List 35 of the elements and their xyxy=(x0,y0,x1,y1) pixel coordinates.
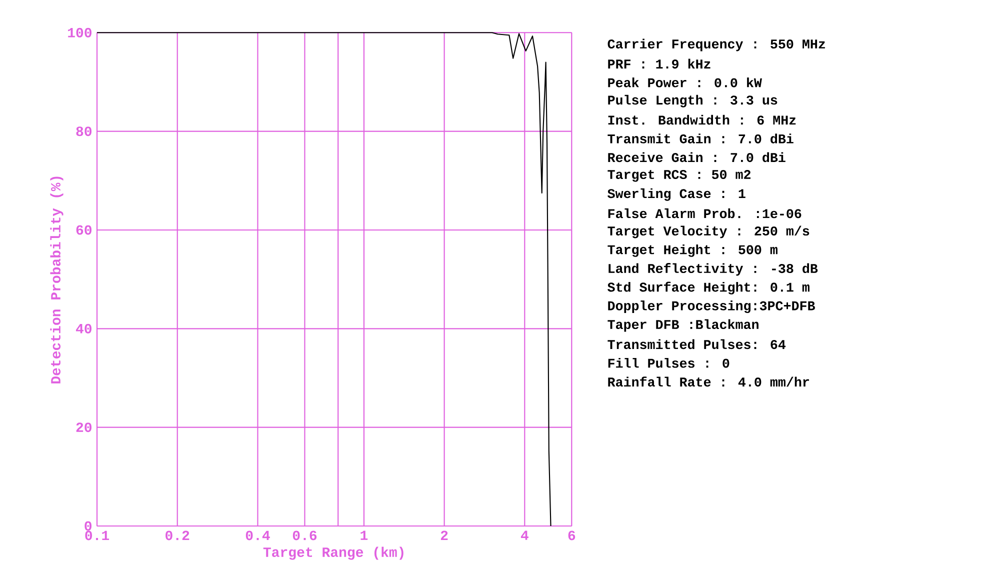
x-tick-label: 0.2 xyxy=(166,530,190,540)
text: Peak Power : 0.0 kW xyxy=(608,77,762,88)
y-tick-label: 100 xyxy=(68,28,92,38)
x-tick-label: 2 xyxy=(440,530,448,540)
y-tick-label: 20 xyxy=(76,422,92,432)
text: Doppler Processing:3PC+DFB xyxy=(608,300,815,314)
y-tick-label: 40 xyxy=(76,324,92,334)
text: Target RCS : 50 m2 xyxy=(608,170,750,182)
text: Receive Gain : 7.0 dBi xyxy=(608,152,786,162)
text: Transmit Gain : 7.0 dBi xyxy=(608,134,794,144)
x-tick-label: 4 xyxy=(520,530,528,540)
text: False Alarm Prob. :1e-06 xyxy=(608,208,802,218)
x-axis-title: Target Range (km) xyxy=(263,546,404,560)
y-tick-label: 60 xyxy=(76,225,92,235)
text: PRF : 1.9 kHz xyxy=(608,58,710,69)
text: Taper DFB :Blackman xyxy=(608,319,758,332)
x-tick-label: 1 xyxy=(360,530,368,540)
text: Rainfall Rate : 4.0 mm/hr xyxy=(608,376,809,387)
text: Carrier Frequency : 550 MHz xyxy=(608,38,825,52)
y-axis-title: Detection Probability (%) xyxy=(50,176,64,384)
text: Transmitted Pulses: 64 xyxy=(608,339,786,350)
text: Pulse Length : 3.3 us xyxy=(608,94,778,108)
x-tick-label: 0.1 xyxy=(85,530,110,540)
text: Inst. Bandwidth : 6 MHz xyxy=(608,114,796,125)
x-tick-label: 0.4 xyxy=(246,530,270,540)
y-tick-label: 0 xyxy=(84,521,92,531)
text: Std Surface Height: 0.1 m xyxy=(608,282,810,294)
text: Target Velocity : 250 m/s xyxy=(608,226,810,238)
y-tick-label: 80 xyxy=(76,126,92,136)
text: Target Height : 500 m xyxy=(608,244,778,257)
text: Fill Pulses : 0 xyxy=(608,358,730,368)
x-tick-label: 6 xyxy=(568,530,576,540)
text: Swerling Case : 1 xyxy=(608,188,746,201)
text: Land Reflectivity : -38 dB xyxy=(608,263,818,276)
x-tick-label: 0.6 xyxy=(292,530,317,540)
